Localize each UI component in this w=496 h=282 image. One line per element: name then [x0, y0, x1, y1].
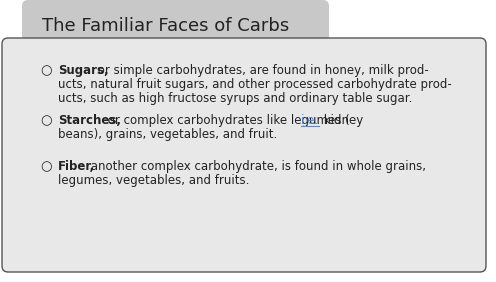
Text: another complex carbohydrate, is found in whole grains,: another complex carbohydrate, is found i…	[87, 160, 426, 173]
Text: ○: ○	[40, 114, 52, 127]
Text: i.e.: i.e.	[301, 114, 319, 127]
Text: Starches,: Starches,	[58, 114, 121, 127]
Text: kidney: kidney	[320, 114, 363, 127]
Text: ○: ○	[40, 160, 52, 173]
Text: ucts, such as high fructose syrups and ordinary table sugar.: ucts, such as high fructose syrups and o…	[58, 92, 412, 105]
Text: Sugars,: Sugars,	[58, 64, 109, 77]
Text: ucts, natural fruit sugars, and other processed carbohydrate prod-: ucts, natural fruit sugars, and other pr…	[58, 78, 452, 91]
FancyBboxPatch shape	[2, 38, 486, 272]
Text: beans), grains, vegetables, and fruit.: beans), grains, vegetables, and fruit.	[58, 128, 277, 141]
Text: The Familiar Faces of Carbs: The Familiar Faces of Carbs	[42, 17, 289, 35]
Text: or complex carbohydrates like legumes (: or complex carbohydrates like legumes (	[104, 114, 350, 127]
Text: or simple carbohydrates, are found in honey, milk prod-: or simple carbohydrates, are found in ho…	[94, 64, 429, 77]
Text: Fiber,: Fiber,	[58, 160, 95, 173]
Text: legumes, vegetables, and fruits.: legumes, vegetables, and fruits.	[58, 174, 249, 187]
FancyBboxPatch shape	[22, 0, 329, 60]
Text: ○: ○	[40, 64, 52, 77]
